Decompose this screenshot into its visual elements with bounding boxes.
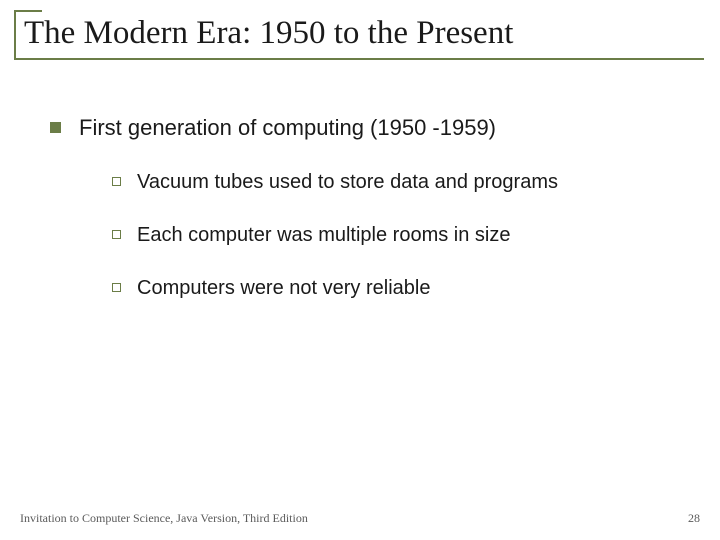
level2-text: Computers were not very reliable <box>137 277 430 300</box>
bullet-level1: First generation of computing (1950 -195… <box>50 115 670 141</box>
square-bullet-hollow-icon <box>112 283 121 292</box>
bullet-level2: Computers were not very reliable <box>112 277 670 300</box>
level2-text: Vacuum tubes used to store data and prog… <box>137 171 558 194</box>
slide: The Modern Era: 1950 to the Present Firs… <box>0 0 720 540</box>
level2-list: Vacuum tubes used to store data and prog… <box>50 171 670 300</box>
bullet-level2: Vacuum tubes used to store data and prog… <box>112 171 670 194</box>
footer-text: Invitation to Computer Science, Java Ver… <box>20 511 308 526</box>
title-accent-top <box>14 10 42 12</box>
level2-text: Each computer was multiple rooms in size <box>137 224 510 247</box>
footer: Invitation to Computer Science, Java Ver… <box>20 511 700 526</box>
title-region: The Modern Era: 1950 to the Present <box>0 0 720 60</box>
content-region: First generation of computing (1950 -195… <box>0 60 720 300</box>
bullet-level2: Each computer was multiple rooms in size <box>112 224 670 247</box>
page-number: 28 <box>688 511 700 526</box>
square-bullet-hollow-icon <box>112 177 121 186</box>
slide-title: The Modern Era: 1950 to the Present <box>20 15 700 52</box>
level1-text: First generation of computing (1950 -195… <box>79 115 496 141</box>
title-accent-left <box>14 10 16 58</box>
title-underline <box>14 58 704 60</box>
square-bullet-hollow-icon <box>112 230 121 239</box>
square-bullet-solid-icon <box>50 122 61 133</box>
